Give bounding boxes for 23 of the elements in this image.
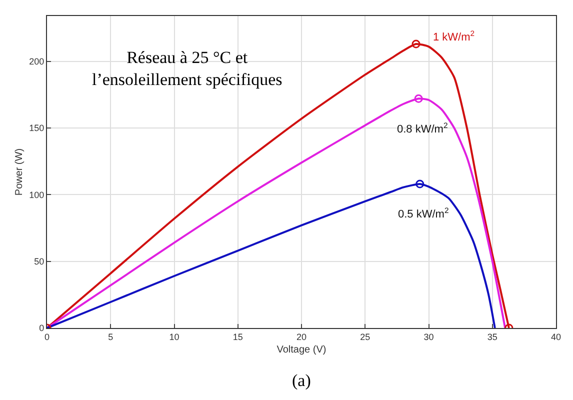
x-tick-label: 10 xyxy=(169,332,180,342)
x-tick-label: 40 xyxy=(550,332,562,342)
y-tick-label: 50 xyxy=(34,256,44,266)
text: (a) xyxy=(292,371,311,390)
annotation: Réseau à 25 °C et l’ensoleillement spécifiques xyxy=(92,48,282,90)
y-tick-label: 100 xyxy=(29,190,44,200)
x-tick-label: 15 xyxy=(232,332,243,342)
series-label: 1 kW/m$^{2}$ xyxy=(433,29,475,44)
point xyxy=(416,180,424,188)
y-tick-label: 200 xyxy=(29,56,44,66)
x-tick-label: 25 xyxy=(360,332,370,342)
series-label: 0.5 kW/m$^{2}$ xyxy=(398,206,449,221)
point xyxy=(414,94,423,103)
x-tick-label: 30 xyxy=(424,332,434,342)
x-axis-title: Voltage (V) xyxy=(276,344,326,356)
y-tick-label: 150 xyxy=(29,123,44,134)
x-tick-label: 5 xyxy=(108,332,114,342)
y-tick-label: 0 xyxy=(39,323,44,334)
x-tick-label: 35 xyxy=(487,332,498,342)
series-label: 0.8 kW/m$^{2}$ xyxy=(397,121,448,136)
x-tick-label: 20 xyxy=(296,332,307,342)
point xyxy=(412,40,420,48)
y-axis-title: Power (W) xyxy=(14,148,26,196)
